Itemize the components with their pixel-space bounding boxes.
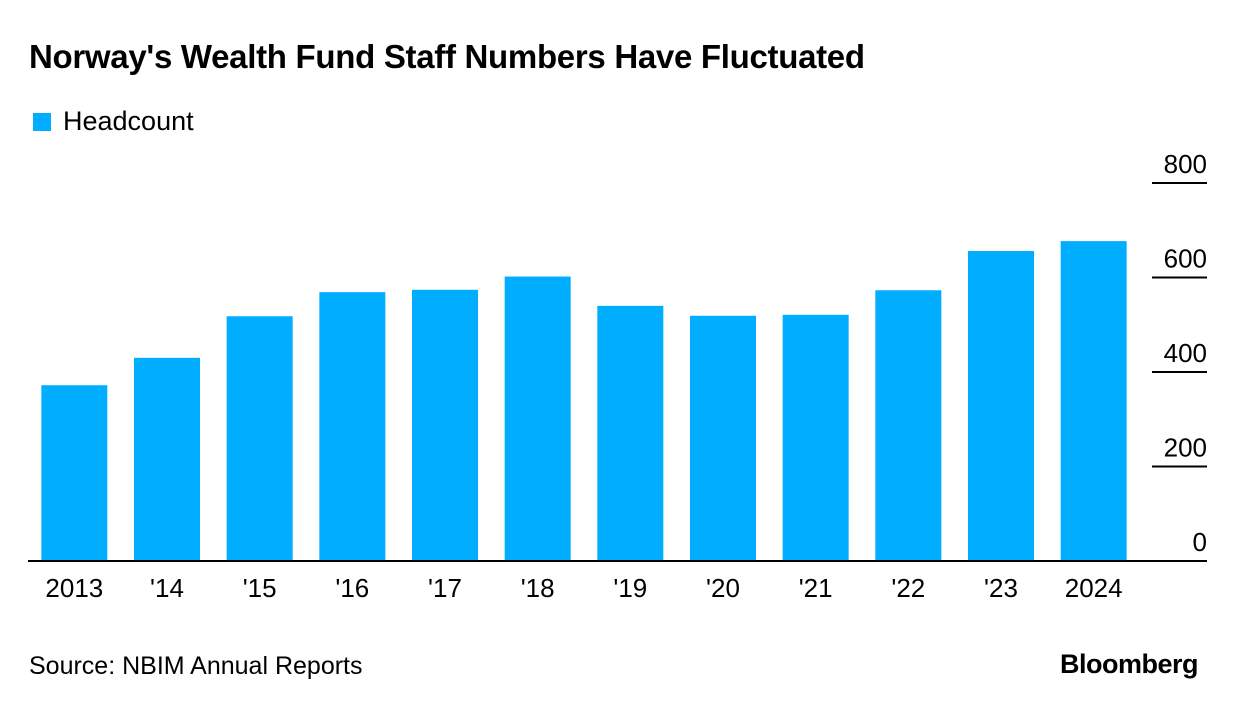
bar (875, 290, 942, 561)
y-tick-label: 400 (1164, 338, 1207, 368)
bars (41, 241, 1127, 562)
y-axis: 0 200 400 600 800 (1152, 149, 1207, 557)
bar (504, 276, 571, 561)
y-tick-label: 800 (1164, 149, 1207, 179)
legend-swatch-headcount (33, 112, 51, 131)
source-note: Source: NBIM Annual Reports (29, 652, 363, 680)
x-tick-label: '20 (706, 573, 740, 603)
x-tick-label: '21 (799, 573, 833, 603)
x-tick-label: '19 (613, 573, 647, 603)
x-tick-label: '22 (891, 573, 925, 603)
x-axis: 2013 '14 '15 '16 '17 '18 '19 '20 '21 '22 '23 2024 (45, 573, 1122, 603)
y-tick-label: 0 (1193, 527, 1207, 557)
bar (597, 305, 664, 561)
x-tick-label: '14 (150, 573, 184, 603)
x-tick-label: '18 (521, 573, 555, 603)
bar (319, 292, 386, 561)
bar (782, 314, 849, 561)
x-tick-label: '16 (335, 573, 369, 603)
y-tick-label: 200 (1164, 433, 1207, 463)
legend-label-headcount: Headcount (63, 106, 194, 136)
bar (134, 357, 200, 561)
x-tick-label: '23 (984, 573, 1018, 603)
bar (690, 315, 756, 561)
y-tick-label: 600 (1164, 244, 1207, 274)
legend: Headcount (33, 106, 194, 137)
x-tick-label: 2013 (45, 573, 103, 603)
bar (226, 316, 293, 561)
bar (41, 385, 108, 561)
x-tick-label: 2024 (1065, 573, 1123, 603)
bar (1060, 241, 1127, 561)
chart-title: Norway's Wealth Fund Staff Numbers Have … (29, 38, 865, 75)
bloomberg-logo: Bloomberg (1059, 649, 1199, 679)
bar (968, 251, 1034, 562)
bar (412, 289, 478, 561)
x-tick-label: '15 (243, 573, 277, 603)
x-tick-label: '17 (428, 573, 462, 603)
